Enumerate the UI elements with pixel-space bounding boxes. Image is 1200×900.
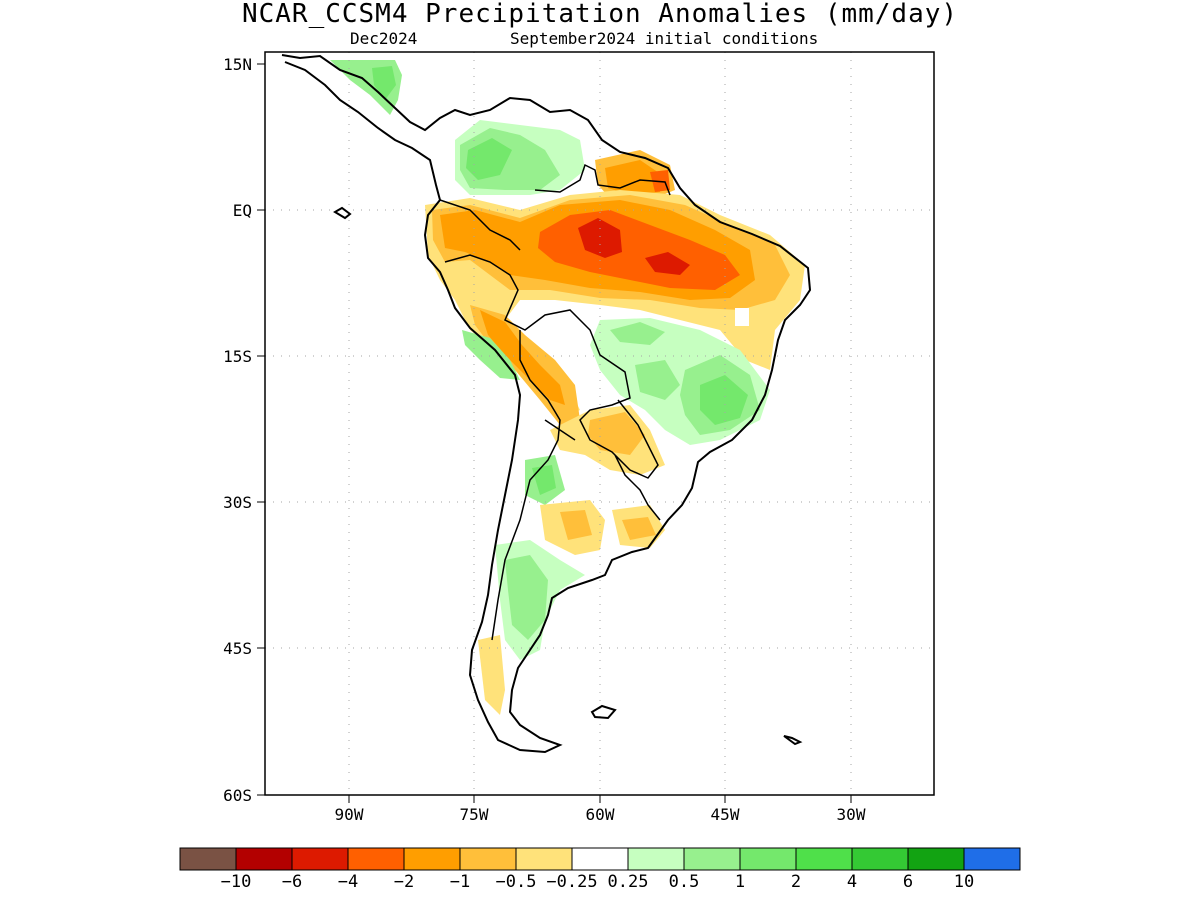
colorbar-swatch xyxy=(907,847,965,871)
patagonia-wet-core xyxy=(505,555,548,640)
lat-label-60s: 60S xyxy=(223,786,252,805)
colorbar-swatch xyxy=(571,847,629,871)
colorbar-tick-label: −2 xyxy=(394,872,414,892)
uruguay-dry-core xyxy=(622,517,656,540)
colorbar-swatch xyxy=(795,847,853,871)
lon-label-60w: 60W xyxy=(586,805,615,824)
colorbar-swatch xyxy=(459,847,517,871)
colorbar-tick-label: 1 xyxy=(735,872,745,892)
lat-label-15s: 15S xyxy=(223,347,252,366)
colorbar-swatch xyxy=(291,847,349,871)
colorbar-tick-label: 0.25 xyxy=(608,872,649,892)
longitude-labels: 90W 75W 60W 45W 30W xyxy=(335,805,866,824)
colorbar-tick-label: 4 xyxy=(847,872,857,892)
colorbar-labels: −10 −6 −4 −2 −1 −0.5 −0.25 0.25 0.5 1 2 4 6 10 xyxy=(221,872,975,892)
central-america-wet-core xyxy=(372,66,396,100)
data-gap xyxy=(735,308,749,326)
lon-label-75w: 75W xyxy=(460,805,489,824)
colorbar-swatch xyxy=(235,847,293,871)
colorbar-swatch xyxy=(739,847,797,871)
initial-conditions: September2024 initial conditions xyxy=(510,29,819,48)
amazon-extreme-dry-west xyxy=(578,218,622,258)
lon-label-90w: 90W xyxy=(335,805,364,824)
islands-galapagos xyxy=(333,206,352,220)
islands-south-georgia xyxy=(783,735,803,746)
argentina-wet-core xyxy=(532,465,556,495)
lat-label-30s: 30S xyxy=(223,493,252,512)
colorbar-swatch xyxy=(627,847,685,871)
andes-dry-core xyxy=(480,310,565,405)
colorbar-tick-label: 2 xyxy=(791,872,801,892)
colorbar-tick-label: −4 xyxy=(338,872,358,892)
lon-label-45w: 45W xyxy=(711,805,740,824)
colorbar-tick-label: −0.25 xyxy=(546,872,597,892)
lon-label-30w: 30W xyxy=(837,805,866,824)
colorbar-swatch xyxy=(683,847,741,871)
islands-falklands xyxy=(590,704,617,720)
colorbar-tick-label: 10 xyxy=(954,872,974,892)
northern-wet-inner xyxy=(466,138,512,180)
country-borders xyxy=(439,163,671,641)
lat-label-45s: 45S xyxy=(223,639,252,658)
colorbar-tick-label: 6 xyxy=(903,872,913,892)
guianas-dry-core xyxy=(605,160,662,195)
colorbar-tick-label: −0.5 xyxy=(496,872,537,892)
colorbar-swatch xyxy=(851,847,909,871)
continent-outline xyxy=(281,54,812,754)
pampas-dry-core xyxy=(560,510,592,540)
colorbar-swatch xyxy=(963,847,1021,871)
colorbar-tick-label: −10 xyxy=(221,872,252,892)
colorbar-swatch xyxy=(179,847,237,871)
colorbar-tick-label: −1 xyxy=(450,872,470,892)
map-title: NCAR_CCSM4 Precipitation Anomalies (mm/d… xyxy=(241,0,959,29)
anomaly-fields xyxy=(330,60,805,715)
colorbar xyxy=(179,847,1021,871)
coastlines xyxy=(281,54,812,754)
chaco-dry-core xyxy=(588,412,645,455)
amazon-extreme-dry-east xyxy=(645,252,690,275)
tick-marks xyxy=(257,63,852,803)
brazil-wet-core xyxy=(700,375,748,425)
southern-chile-dry xyxy=(478,635,505,715)
colorbar-swatch xyxy=(347,847,405,871)
brazil-wet-west xyxy=(610,322,665,345)
brazil-wet-mid xyxy=(635,360,680,400)
latitude-labels: 15N EQ 15S 30S 45S 60S xyxy=(223,55,252,805)
lat-label-15n: 15N xyxy=(223,55,252,74)
forecast-month: Dec2024 xyxy=(350,29,418,48)
andes-wet-anomaly xyxy=(462,330,520,380)
colorbar-swatch xyxy=(403,847,461,871)
lat-label-eq: EQ xyxy=(233,201,252,220)
colorbar-tick-label: 0.5 xyxy=(669,872,700,892)
colorbar-tick-label: −6 xyxy=(282,872,302,892)
colorbar-swatch xyxy=(515,847,573,871)
